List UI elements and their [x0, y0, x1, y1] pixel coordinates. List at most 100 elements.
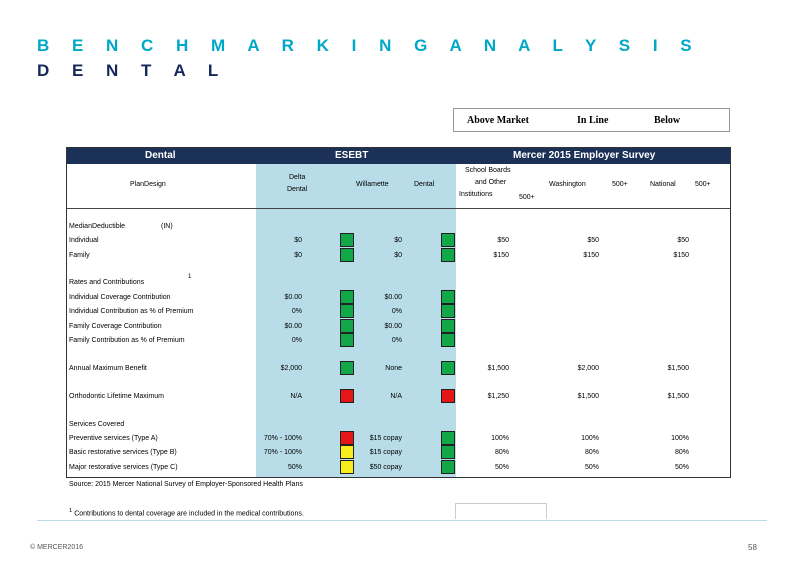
header-survey: Mercer 2015 Employer Survey — [513, 150, 656, 161]
delta-status-indicator — [340, 445, 354, 459]
row-label-extra: (IN) — [161, 223, 173, 230]
delta-value: 0% — [291, 308, 302, 315]
footnote-marker: 1 — [69, 508, 73, 514]
row-label: Basic restorative services (Type B) — [69, 449, 177, 456]
school-value: $1,250 — [487, 393, 509, 400]
footnote: 1 Contributions to dental coverage are i… — [69, 508, 304, 517]
delta-value: 0% — [291, 337, 302, 344]
delta-status-indicator — [340, 361, 354, 375]
page-title: B E N C H M A R K I N G A N A L Y S I S — [37, 36, 701, 55]
delta-status-indicator — [340, 248, 354, 262]
willamette-value: N/A — [390, 393, 402, 400]
row-label: Family Contribution as % of Premium — [69, 337, 185, 344]
row-label: Services Covered — [69, 421, 125, 428]
willamette-status-indicator — [441, 460, 455, 474]
delta-status-indicator — [340, 460, 354, 474]
delta-status-indicator — [340, 290, 354, 304]
legend-above: Above Market — [467, 115, 529, 126]
national-label: National — [650, 181, 676, 188]
washington-value: $50 — [587, 237, 599, 244]
school-value: $1,500 — [487, 365, 509, 372]
delta-value: N/A — [290, 393, 302, 400]
delta-status-indicator — [340, 304, 354, 318]
delta-status-indicator — [340, 333, 354, 347]
row-label: Individual Contribution as % of Premium — [69, 308, 194, 315]
willamette-status-indicator — [441, 333, 455, 347]
willamette-status-indicator — [441, 248, 455, 262]
willamette-value: $15 copay — [369, 435, 402, 442]
school-label-4: 500+ — [519, 194, 535, 201]
page-subtitle: D E N T A L — [37, 61, 228, 80]
school-value: $150 — [493, 252, 509, 259]
willamette-value: 0% — [391, 337, 402, 344]
delta-label-2: Dental — [287, 186, 308, 193]
delta-value: 50% — [287, 464, 302, 471]
national-value: $150 — [673, 252, 689, 259]
row-label: Individual Coverage Contribution — [69, 294, 171, 301]
header-dental: Dental — [145, 150, 176, 161]
national-value: $1,500 — [667, 365, 689, 372]
washington-label: Washington — [549, 181, 586, 188]
willamette-value: $0.00 — [384, 323, 402, 330]
delta-value: 70% - 100% — [263, 435, 302, 442]
delta-value: 70% - 100% — [263, 449, 302, 456]
willamette-status-indicator — [441, 431, 455, 445]
willamette-dental-label: Dental — [414, 181, 435, 188]
willamette-status-indicator — [441, 445, 455, 459]
row-label: Orthodontic Lifetime Maximum — [69, 393, 164, 400]
footnote-box — [455, 503, 547, 519]
school-label-1: School Boards — [465, 167, 511, 174]
legend-below: Below — [654, 115, 681, 126]
school-value: $50 — [497, 237, 509, 244]
esebt-shade — [256, 164, 456, 477]
washington-value: $2,000 — [577, 365, 599, 372]
national-value: 50% — [674, 464, 689, 471]
willamette-value: $15 copay — [369, 449, 402, 456]
school-label-2: and Other — [475, 179, 507, 186]
national-value: $1,500 — [667, 393, 689, 400]
row-label: Family Coverage Contribution — [69, 323, 162, 330]
table-header: Dental ESEBT Mercer 2015 Employer Survey — [67, 148, 730, 164]
willamette-value: 0% — [391, 308, 402, 315]
footer-divider — [37, 520, 767, 521]
washington-size-label: 500+ — [612, 181, 628, 188]
page-number: 58 — [748, 543, 757, 552]
willamette-status-indicator — [441, 290, 455, 304]
delta-label-1: Delta — [289, 174, 306, 181]
willamette-status-indicator — [441, 389, 455, 403]
washington-value: 100% — [581, 435, 599, 442]
row-label: Major restorative services (Type C) — [69, 464, 178, 471]
school-value: 50% — [494, 464, 509, 471]
willamette-status-indicator — [441, 361, 455, 375]
national-value: 80% — [674, 449, 689, 456]
washington-value: 50% — [584, 464, 599, 471]
washington-value: 80% — [584, 449, 599, 456]
willamette-value: $0 — [394, 237, 402, 244]
footnote-text: Contributions to dental coverage are inc… — [74, 510, 304, 518]
delta-status-indicator — [340, 389, 354, 403]
legend-inline: In Line — [577, 115, 609, 126]
willamette-value: $50 copay — [369, 464, 402, 471]
delta-value: $0.00 — [284, 294, 302, 301]
row-label: MedianDeductible — [69, 223, 126, 230]
willamette-status-indicator — [441, 304, 455, 318]
row-label: Family — [69, 252, 90, 259]
washington-value: $1,500 — [577, 393, 599, 400]
delta-value: $0 — [294, 252, 302, 259]
row-label-sup: 1 — [188, 274, 192, 280]
willamette-label: Willamette — [356, 181, 389, 188]
row-label: Annual Maximum Benefit — [69, 365, 147, 372]
national-value: 100% — [671, 435, 689, 442]
delta-status-indicator — [340, 233, 354, 247]
willamette-value: None — [385, 365, 402, 372]
delta-value: $0.00 — [284, 323, 302, 330]
willamette-value: $0 — [394, 252, 402, 259]
delta-status-indicator — [340, 431, 354, 445]
copyright: © MERCER2016 — [30, 544, 84, 551]
national-size-label: 500+ — [695, 181, 711, 188]
header-esebt: ESEBT — [335, 150, 369, 161]
row-label: Rates and Contributions — [69, 279, 145, 286]
delta-value: $2,000 — [280, 365, 302, 372]
washington-value: $150 — [583, 252, 599, 259]
willamette-status-indicator — [441, 233, 455, 247]
